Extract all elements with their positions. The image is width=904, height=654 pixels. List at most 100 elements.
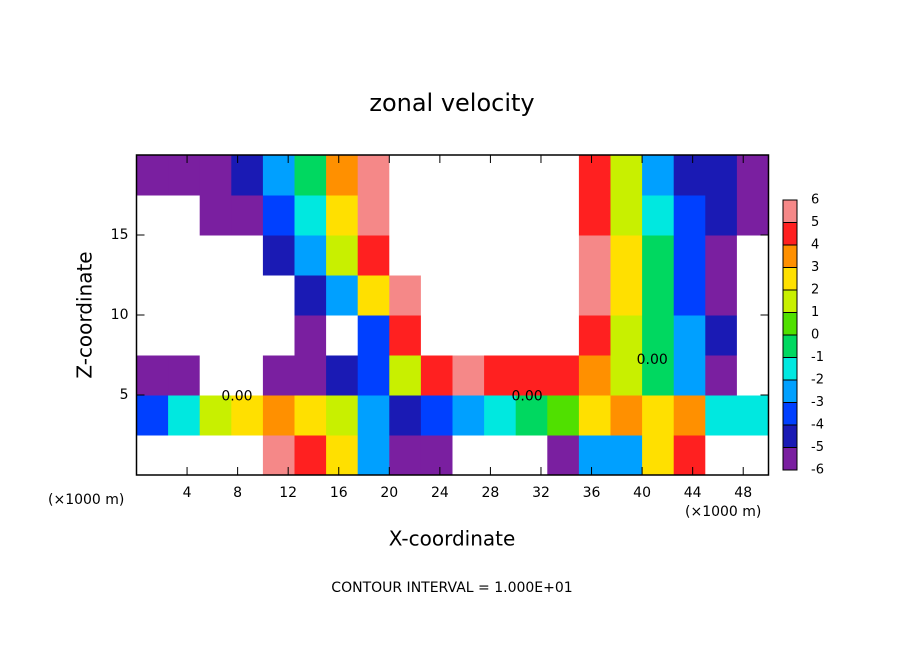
cell [326,435,359,476]
cell [484,195,517,236]
contour-label: 0.00 [511,389,542,405]
cell [136,435,169,476]
cell [199,435,232,476]
cell [452,315,485,356]
cell [705,235,738,276]
colorbar-label: -1 [811,350,824,365]
cell [452,435,485,476]
cell [578,275,611,316]
cell [389,235,422,276]
cell [420,235,453,276]
cell [389,355,422,396]
cell [231,195,264,236]
cell [578,435,611,476]
y-tick-label: 10 [111,307,129,323]
cell [294,235,327,276]
cell [199,355,232,396]
cell [326,235,359,276]
cell [610,395,643,436]
cell [515,395,548,436]
cell [736,155,769,196]
cell [705,155,738,196]
cell [326,195,359,236]
cell [168,435,201,476]
cell [705,355,738,396]
cell [547,155,580,196]
colorbar-band [783,245,797,268]
cell [136,155,169,196]
cell [168,195,201,236]
cell [231,435,264,476]
cell [420,155,453,196]
cell [294,195,327,236]
cell [199,235,232,276]
cell [484,315,517,356]
cell [484,395,517,436]
cell [357,435,390,476]
cell [199,275,232,316]
x-tick-label: 28 [482,485,500,501]
cell [642,315,675,356]
cell [199,195,232,236]
cell [326,395,359,436]
cell [168,235,201,276]
footer: CONTOUR INTERVAL = 1.000E+01 [331,580,572,596]
cell [168,275,201,316]
contour-label: 0.00 [221,389,252,405]
cell [547,275,580,316]
cell [452,155,485,196]
x-tick-label: 44 [684,485,702,501]
y-tick-label: 5 [120,387,129,403]
cell [642,195,675,236]
x-unit-label: (×1000 m) [685,504,761,520]
colorbar-label: -6 [811,463,824,478]
cell [578,395,611,436]
cell [610,435,643,476]
cell [736,195,769,236]
cell [515,155,548,196]
cell [610,355,643,396]
colorbar-label: 6 [811,193,819,208]
cell [547,395,580,436]
cell [136,275,169,316]
colorbar-label: 1 [811,305,819,320]
x-tick-label: 12 [279,485,297,501]
cell [673,275,706,316]
cell [357,155,390,196]
cell [547,315,580,356]
cell [294,275,327,316]
x-axis-label: X-coordinate [389,527,516,551]
cell [515,435,548,476]
cell [642,155,675,196]
cell [736,275,769,316]
cell [515,275,548,316]
cell [294,155,327,196]
cell [515,355,548,396]
cell [136,315,169,356]
x-tick-label: 40 [633,485,651,501]
cell [673,315,706,356]
cell [262,395,295,436]
x-tick-label: 20 [380,485,398,501]
cell [673,435,706,476]
cell [357,195,390,236]
cell [420,395,453,436]
cell [231,275,264,316]
cell [547,235,580,276]
cell [705,395,738,436]
cell [231,355,264,396]
cell [389,315,422,356]
colorbar-band [783,357,797,380]
cell [294,435,327,476]
cell [294,355,327,396]
cell [484,435,517,476]
x-tick-label: 48 [734,485,752,501]
contour-label: 0.00 [637,352,668,368]
cell [642,235,675,276]
cell [136,395,169,436]
cell [168,315,201,356]
x-tick-label: 36 [583,485,601,501]
x-tick-label: 4 [183,485,192,501]
cell [642,435,675,476]
